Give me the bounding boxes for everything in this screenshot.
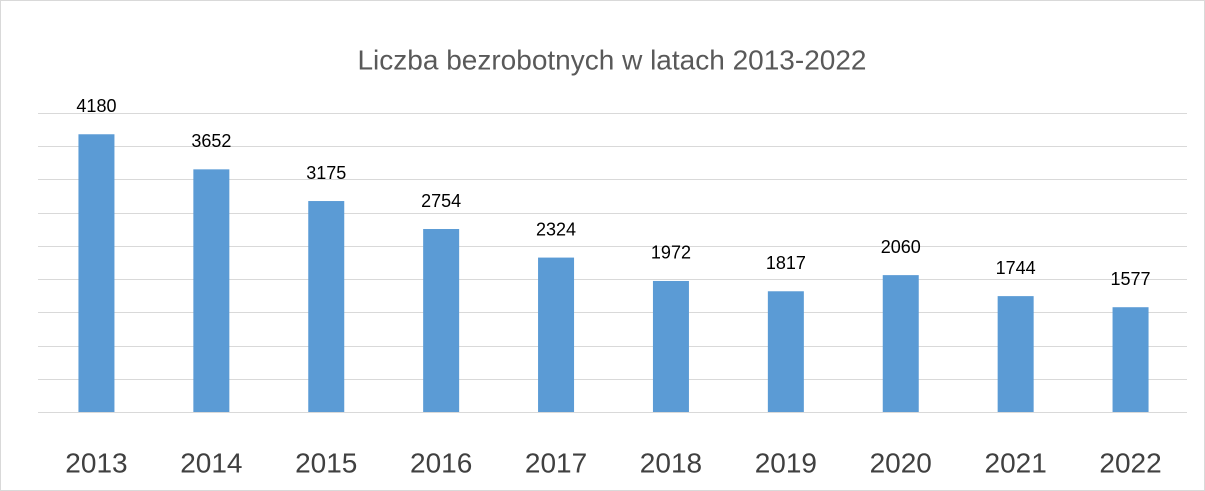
bar bbox=[882, 275, 919, 412]
data-label: 2060 bbox=[881, 237, 921, 257]
x-tick-label: 2019 bbox=[755, 447, 817, 478]
data-label: 2754 bbox=[421, 191, 461, 211]
bar bbox=[423, 229, 460, 412]
bar bbox=[78, 134, 115, 413]
data-label: 1744 bbox=[996, 258, 1036, 278]
bar bbox=[538, 257, 575, 412]
bar bbox=[997, 296, 1034, 412]
bar bbox=[308, 201, 345, 412]
bar bbox=[767, 291, 804, 412]
bar bbox=[193, 169, 230, 412]
data-label: 1817 bbox=[766, 253, 806, 273]
x-tick-label: 2015 bbox=[295, 447, 357, 478]
data-label: 1972 bbox=[651, 243, 691, 263]
chart-title: Liczba bezrobotnych w latach 2013-2022 bbox=[357, 44, 866, 75]
data-label: 3175 bbox=[306, 163, 346, 183]
x-tick-label: 2020 bbox=[870, 447, 932, 478]
x-tick-label: 2013 bbox=[65, 447, 127, 478]
bar bbox=[1112, 307, 1149, 412]
data-label: 2324 bbox=[536, 219, 576, 239]
data-label: 3652 bbox=[191, 131, 231, 151]
x-tick-label: 2016 bbox=[410, 447, 472, 478]
bar bbox=[652, 280, 689, 412]
data-label: 1577 bbox=[1111, 269, 1151, 289]
x-tick-label: 2018 bbox=[640, 447, 702, 478]
x-tick-label: 2014 bbox=[180, 447, 242, 478]
x-tick-label: 2022 bbox=[1099, 447, 1161, 478]
x-tick-label: 2021 bbox=[985, 447, 1047, 478]
data-label: 4180 bbox=[76, 96, 116, 116]
x-tick-label: 2017 bbox=[525, 447, 587, 478]
